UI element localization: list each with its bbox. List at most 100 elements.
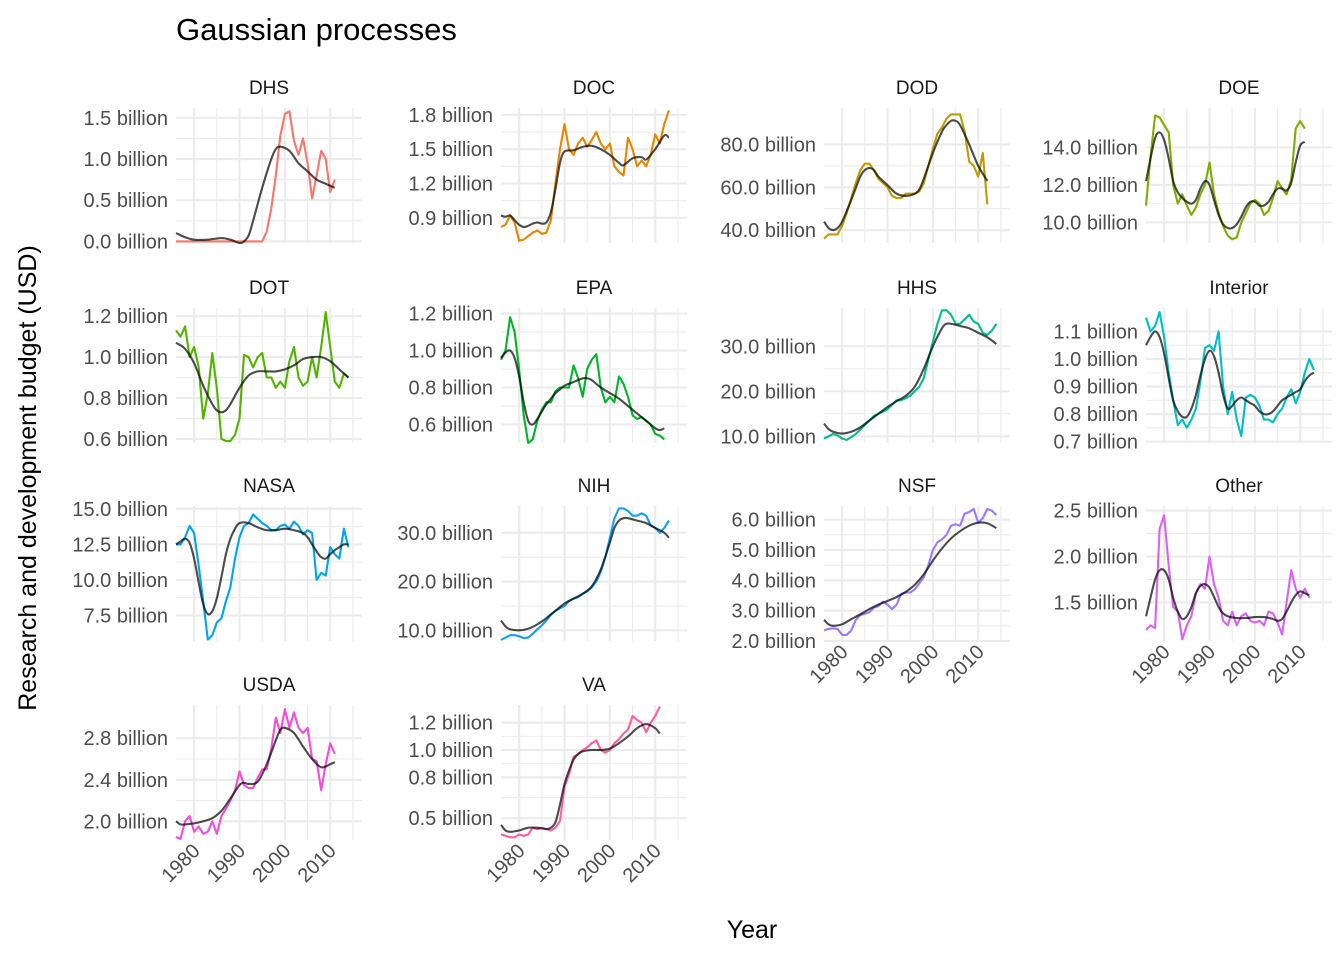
x-tick-label: 2010	[619, 840, 666, 887]
y-tick-label: 1.5 billion	[83, 108, 168, 130]
y-tick-label: 0.8 billion	[1053, 404, 1138, 426]
y-tick-label: 5.0 billion	[731, 540, 816, 562]
y-tick-label: 0.5 billion	[408, 808, 493, 830]
y-tick-label: 0.8 billion	[83, 388, 168, 410]
facet-panels: DHS 0.0 billion 0.5 billion 1.0 billion 1.5 …	[72, 78, 1332, 887]
y-tick-label: 1.0 billion	[408, 740, 493, 762]
y-tick-label: 20.0 billion	[720, 381, 816, 403]
x-tick-label: 2000	[896, 641, 943, 688]
y-tick-label: 14.0 billion	[1042, 137, 1138, 159]
gp-fit-line-doe	[1144, 131, 1306, 230]
gp-fit-line-other	[1144, 568, 1310, 622]
x-axis-title: Year	[727, 916, 778, 944]
gp-fit-line-nsf	[823, 521, 997, 627]
y-tick-label: 0.9 billion	[408, 208, 493, 230]
y-tick-label: 1.5 billion	[408, 139, 493, 161]
panel-title-usda: USDA	[243, 675, 296, 696]
panel-dod: DOD 40.0 billion 60.0 billion 80.0 billion	[720, 78, 1010, 243]
series-line-dod	[823, 113, 989, 240]
x-tick-label: 2000	[573, 840, 620, 887]
y-tick-label: 10.0 billion	[720, 426, 816, 448]
x-tick-label: 1990	[1173, 641, 1220, 688]
series-line-nsf	[823, 507, 998, 636]
y-tick-label: 7.5 billion	[83, 605, 168, 627]
x-tick-label: 2010	[294, 840, 341, 887]
y-tick-label: 0.6 billion	[408, 415, 493, 437]
y-tick-label: 15.0 billion	[72, 499, 168, 521]
y-tick-label: 6.0 billion	[731, 510, 816, 532]
panel-title-hhs: HHS	[897, 278, 937, 299]
x-tick-label: 1980	[158, 840, 205, 887]
y-tick-label: 1.0 billion	[408, 341, 493, 363]
series-line-other	[1145, 514, 1311, 641]
y-tick-label: 1.0 billion	[83, 347, 168, 369]
x-tick-label: 2010	[1264, 641, 1311, 688]
y-tick-label: 10.0 billion	[72, 570, 168, 592]
panel-hhs: HHS 10.0 billion 20.0 billion 30.0 billion	[720, 278, 1010, 448]
y-tick-label: 0.5 billion	[83, 190, 168, 212]
y-tick-label: 0.0 billion	[83, 231, 168, 253]
y-tick-label: 12.5 billion	[72, 534, 168, 556]
panel-title-dot: DOT	[249, 278, 290, 299]
y-axis-title: Research and development budget (USD)	[14, 245, 42, 711]
gp-fit-line-doc	[500, 133, 670, 229]
panel-nasa: NASA 7.5 billion 10.0 billion 12.5 billion 1…	[72, 476, 362, 641]
series-line-doc	[500, 109, 670, 242]
gp-fit-line-interior	[1145, 330, 1315, 419]
y-tick-label: 30.0 billion	[397, 523, 493, 545]
panel-va: VA 0.5 billion 0.8 billion 1.0 billion 1.2 b…	[408, 675, 687, 887]
x-tick-label: 1990	[203, 840, 250, 887]
y-tick-label: 1.0 billion	[1053, 349, 1138, 371]
panel-title-other: Other	[1215, 476, 1263, 497]
chart-title: Gaussian processes	[176, 12, 457, 47]
gp-fit-line-nih	[500, 516, 670, 632]
gp-fit-line-nasa	[175, 521, 349, 616]
gp-fit-line-hhs	[823, 322, 998, 435]
y-tick-label: 1.5 billion	[1053, 592, 1138, 614]
y-tick-label: 0.8 billion	[408, 767, 493, 789]
series-line-epa	[500, 316, 665, 445]
panel-title-dhs: DHS	[249, 78, 289, 99]
y-tick-label: 1.0 billion	[83, 149, 168, 171]
y-tick-label: 10.0 billion	[397, 620, 493, 642]
gp-fit-line-epa	[500, 349, 665, 432]
series-line-usda	[175, 708, 336, 841]
panel-title-epa: EPA	[576, 278, 613, 299]
x-tick-label: 2010	[942, 641, 989, 688]
gp-fit-line-dhs	[175, 145, 336, 245]
gp-fit-line-va	[500, 723, 661, 833]
x-tick-label: 1990	[851, 641, 898, 688]
x-tick-label: 1980	[483, 840, 530, 887]
series-line-hhs	[823, 309, 998, 441]
panel-doc: DOC 0.9 billion 1.2 billion 1.5 billion 1.8 …	[408, 78, 687, 243]
panel-doe: DOE 10.0 billion 12.0 billion 14.0 billion	[1042, 78, 1332, 243]
y-tick-label: 40.0 billion	[720, 220, 816, 242]
y-tick-label: 4.0 billion	[731, 570, 816, 592]
panel-other: Other 1.5 billion 2.0 billion 2.5 billion 19…	[1053, 476, 1332, 688]
y-tick-label: 1.2 billion	[408, 304, 493, 326]
y-tick-label: 12.0 billion	[1042, 175, 1138, 197]
y-tick-label: 1.1 billion	[1053, 321, 1138, 343]
panel-title-nasa: NASA	[243, 476, 295, 497]
y-tick-label: 2.8 billion	[83, 728, 168, 750]
panel-title-dod: DOD	[896, 78, 938, 99]
y-tick-label: 60.0 billion	[720, 177, 816, 199]
y-tick-label: 80.0 billion	[720, 134, 816, 156]
y-tick-label: 2.0 billion	[83, 811, 168, 833]
y-tick-label: 0.8 billion	[408, 378, 493, 400]
series-line-dhs	[176, 110, 336, 243]
y-tick-label: 0.7 billion	[1053, 432, 1138, 454]
y-tick-label: 0.6 billion	[83, 429, 168, 451]
y-tick-label: 1.2 billion	[83, 306, 168, 328]
panel-nih: NIH 10.0 billion 20.0 billion 30.0 billion	[397, 476, 687, 642]
x-tick-label: 1990	[528, 840, 575, 887]
gp-fit-line-usda	[175, 726, 336, 826]
series-line-doe	[1144, 114, 1306, 241]
y-tick-label: 0.9 billion	[1053, 377, 1138, 399]
y-tick-label: 30.0 billion	[720, 336, 816, 358]
x-tick-label: 1980	[1128, 641, 1175, 688]
y-tick-label: 20.0 billion	[397, 572, 493, 594]
y-tick-label: 2.5 billion	[1053, 501, 1138, 523]
y-tick-label: 10.0 billion	[1042, 212, 1138, 234]
